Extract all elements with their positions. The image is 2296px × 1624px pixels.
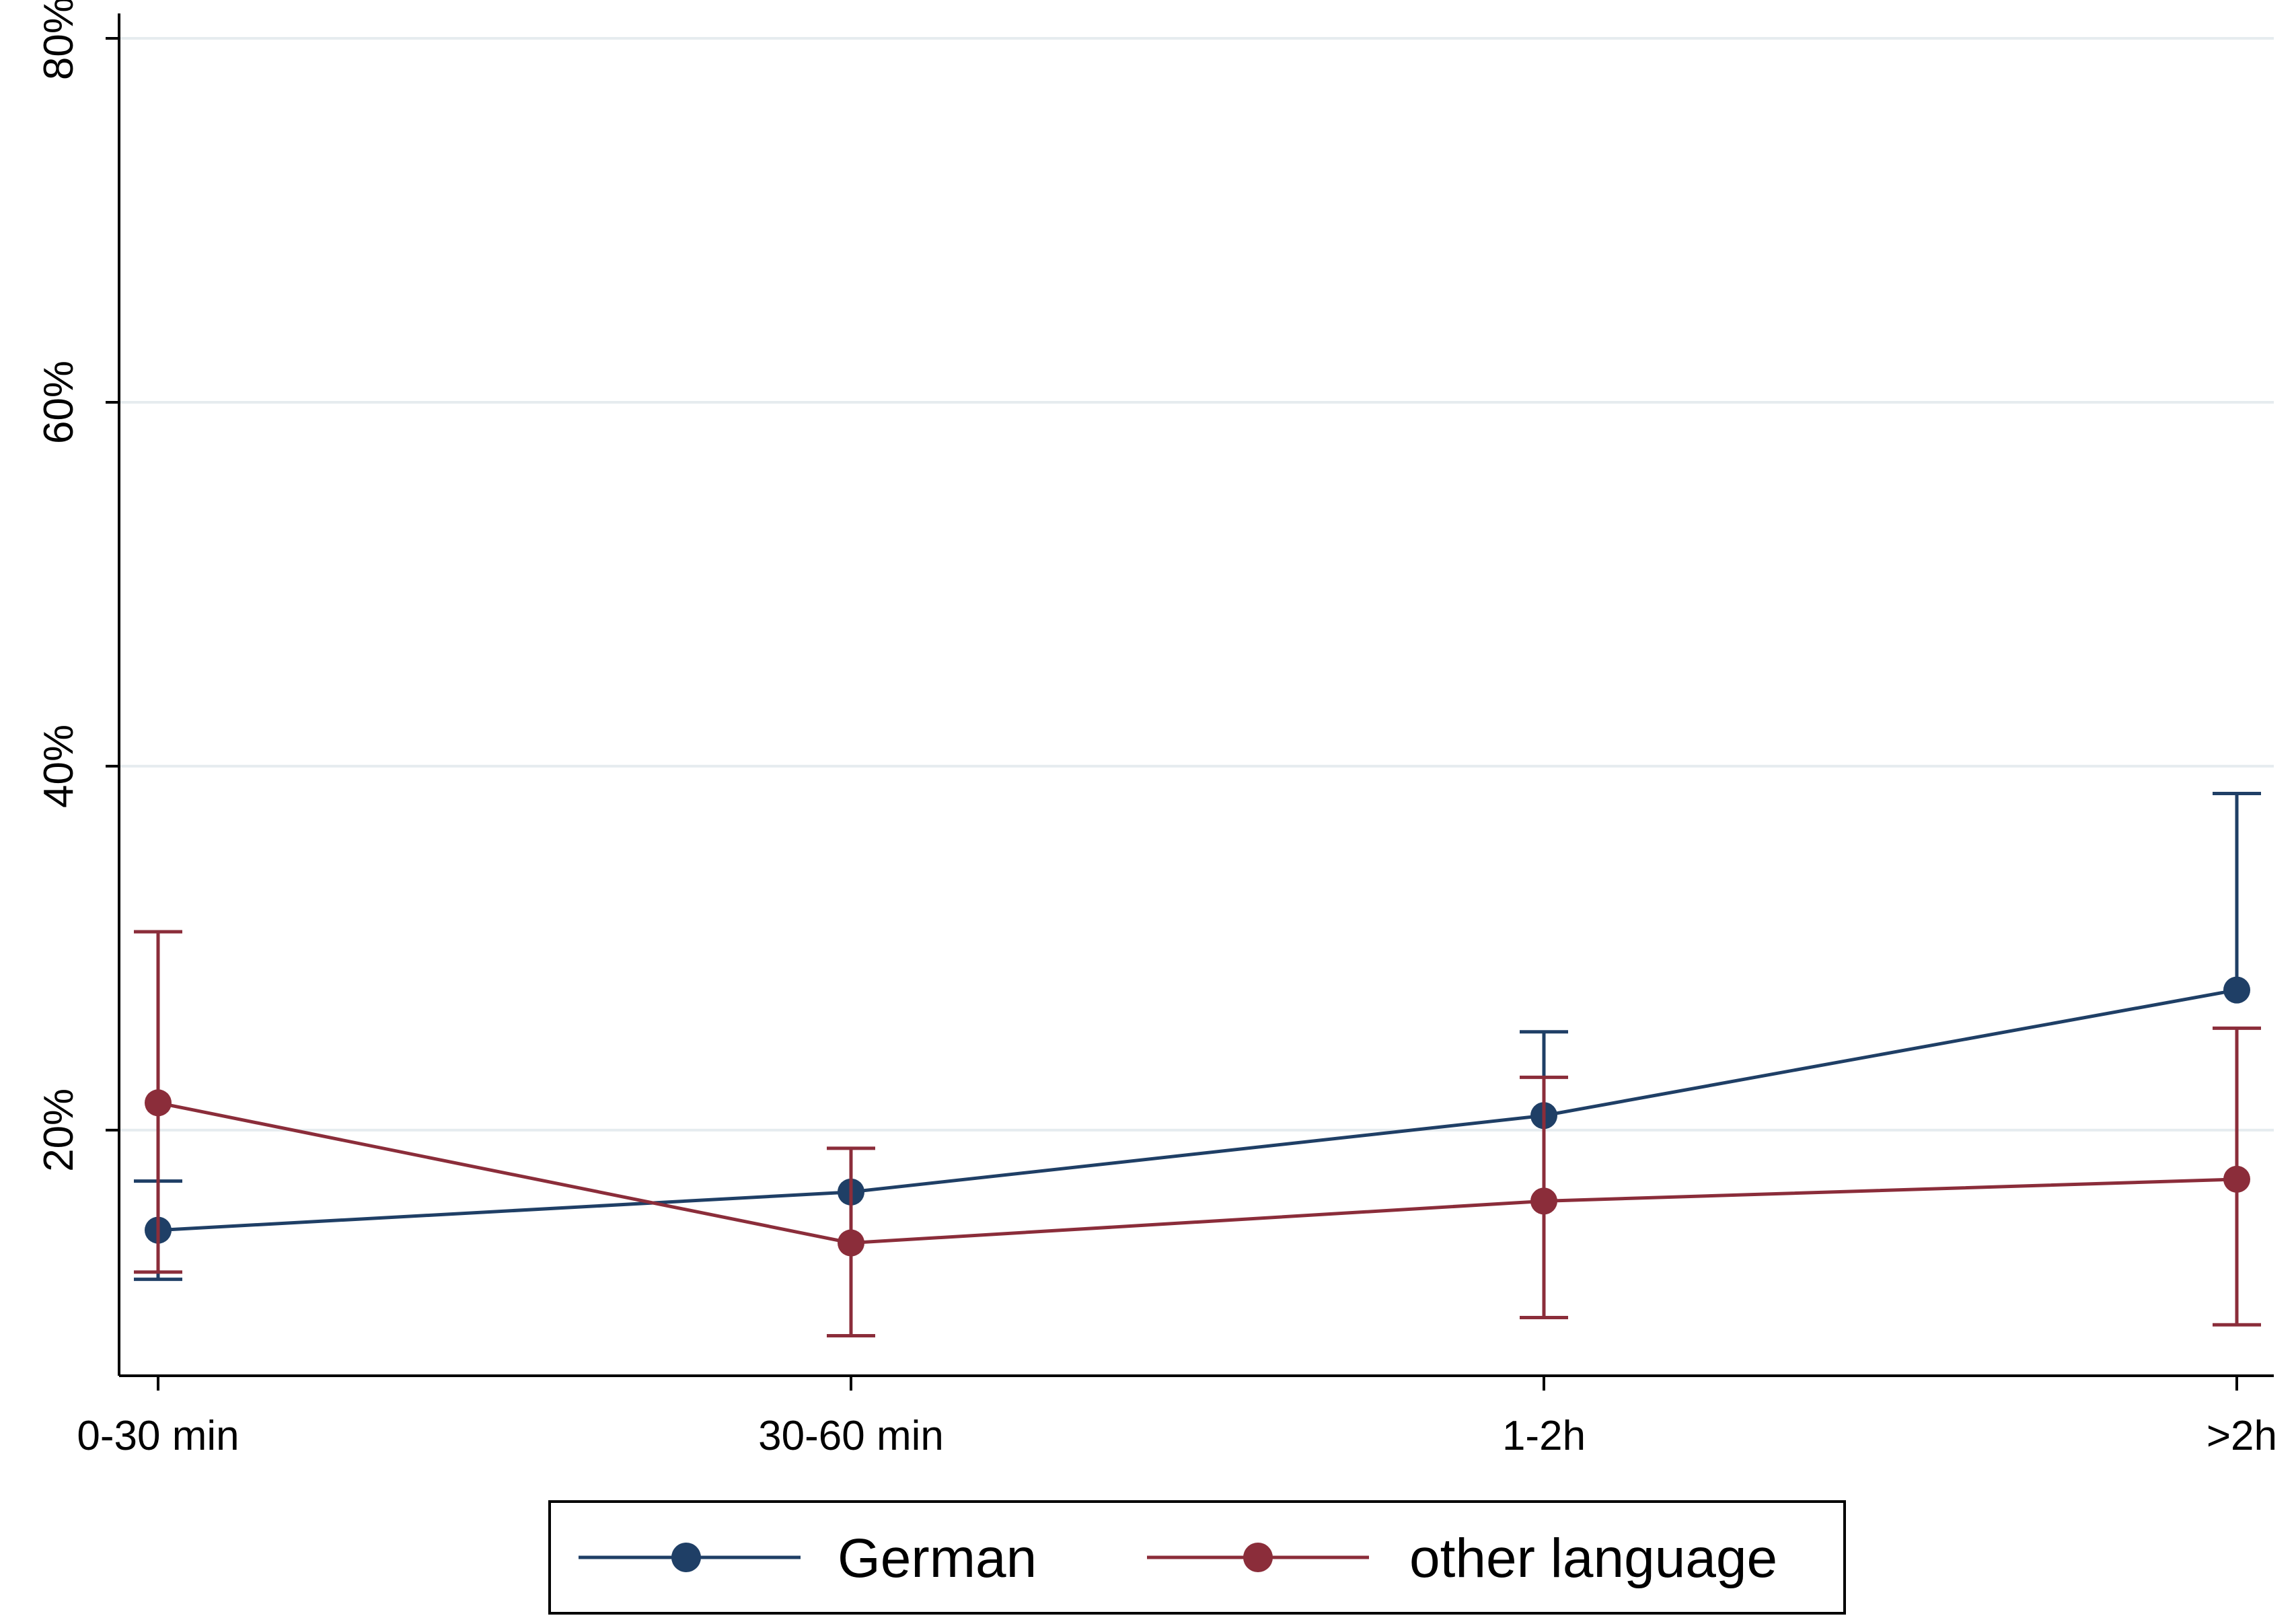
legend-swatch-marker: [671, 1543, 701, 1572]
legend-label: German: [838, 1528, 1037, 1589]
x-tick-label: 1-2h: [1502, 1413, 1586, 1459]
series-layer: [134, 791, 2261, 1337]
axes: 20% 40% 60% 80% 0-30 min 30-60 min 1-2h >2h: [36, 0, 2277, 1459]
series-1: [134, 930, 2261, 1337]
series-0: [134, 791, 2261, 1282]
x-tick-label: 0-30 min: [77, 1413, 239, 1459]
x-tick-label: >2h: [2207, 1413, 2277, 1459]
y-tick-label: 60%: [36, 361, 82, 444]
series-line: [157, 1101, 2237, 1245]
y-tick-label: 40%: [36, 725, 82, 808]
y-tick-label: 20%: [36, 1088, 82, 1172]
legend-label: other language: [1409, 1528, 1777, 1589]
data-point: [145, 1089, 172, 1117]
x-tick-label: 30-60 min: [758, 1413, 944, 1459]
data-point: [2223, 1165, 2250, 1193]
series-line: [157, 988, 2237, 1232]
data-point: [1530, 1187, 1557, 1215]
data-point: [838, 1229, 864, 1257]
data-point: [2223, 976, 2250, 1004]
legend-swatch-marker: [1243, 1543, 1273, 1572]
gridlines: [119, 37, 2274, 1132]
y-tick-label: 80%: [36, 0, 82, 80]
legend: German other language: [548, 1500, 1846, 1615]
